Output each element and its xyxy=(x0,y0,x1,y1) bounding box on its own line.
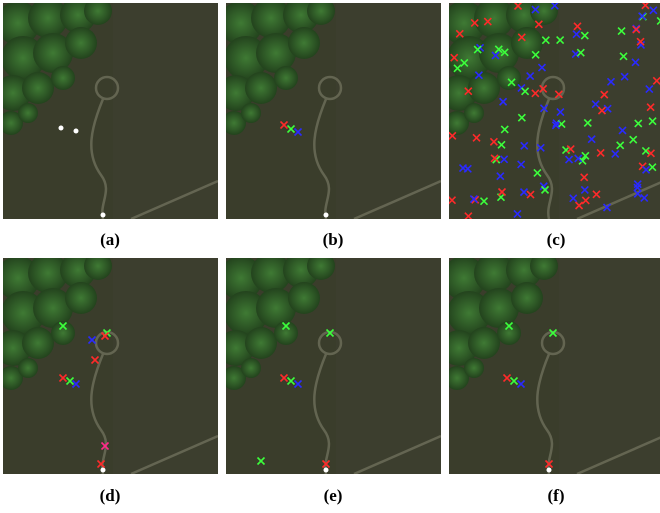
bright-spot xyxy=(324,213,329,218)
image-panel xyxy=(0,252,218,474)
figure: (a) (b) (c) (d) (e) (f) xyxy=(0,0,660,513)
panel-label: (d) xyxy=(100,486,121,505)
satellite-image xyxy=(0,252,218,474)
bright-spot xyxy=(101,213,106,218)
satellite-image xyxy=(218,252,441,474)
panel-label: (e) xyxy=(324,486,343,505)
image-panel xyxy=(441,0,660,220)
image-panel xyxy=(441,252,660,474)
panel-label: (b) xyxy=(323,230,344,249)
bright-spot xyxy=(59,126,64,131)
bright-spot xyxy=(74,129,79,134)
bright-spot xyxy=(101,468,106,473)
satellite-image xyxy=(218,0,441,219)
image-panel xyxy=(0,0,218,219)
bright-spot xyxy=(547,468,552,473)
image-panel xyxy=(218,252,441,474)
satellite-image xyxy=(441,0,660,219)
satellite-image xyxy=(441,252,660,474)
panel-label: (f) xyxy=(548,486,565,505)
satellite-image xyxy=(0,0,218,219)
panel-label: (a) xyxy=(100,230,120,249)
panel-label: (c) xyxy=(547,230,566,249)
bright-spot xyxy=(324,468,329,473)
image-panel xyxy=(218,0,441,219)
